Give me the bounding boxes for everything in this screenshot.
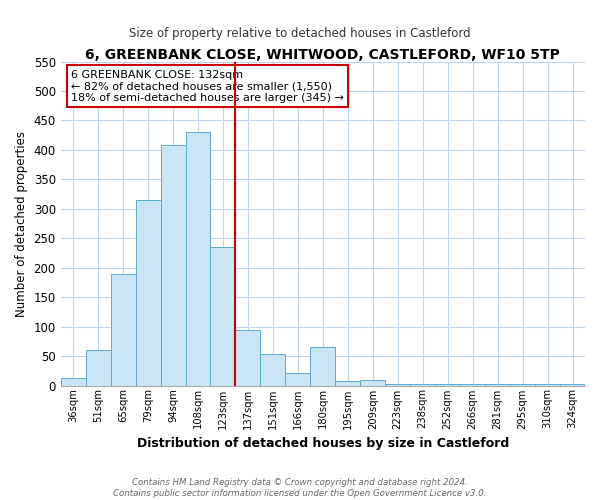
Bar [385, 384, 410, 386]
Bar [510, 384, 535, 386]
Bar [235, 330, 260, 386]
Bar [410, 384, 435, 386]
Bar [86, 350, 110, 386]
Bar [61, 378, 86, 386]
Bar [535, 384, 560, 386]
Bar [435, 384, 460, 386]
Bar [335, 382, 360, 386]
Bar [260, 354, 286, 386]
Bar [360, 380, 385, 386]
Text: 6 GREENBANK CLOSE: 132sqm
← 82% of detached houses are smaller (1,550)
18% of se: 6 GREENBANK CLOSE: 132sqm ← 82% of detac… [71, 70, 344, 103]
Bar [211, 247, 235, 386]
Y-axis label: Number of detached properties: Number of detached properties [15, 130, 28, 316]
Bar [286, 372, 310, 386]
Bar [485, 384, 510, 386]
Bar [560, 384, 585, 386]
Bar [136, 200, 161, 386]
Text: Size of property relative to detached houses in Castleford: Size of property relative to detached ho… [129, 28, 471, 40]
Bar [185, 132, 211, 386]
Bar [310, 347, 335, 386]
Title: 6, GREENBANK CLOSE, WHITWOOD, CASTLEFORD, WF10 5TP: 6, GREENBANK CLOSE, WHITWOOD, CASTLEFORD… [85, 48, 560, 62]
Bar [161, 145, 185, 386]
X-axis label: Distribution of detached houses by size in Castleford: Distribution of detached houses by size … [137, 437, 509, 450]
Bar [460, 384, 485, 386]
Bar [110, 274, 136, 386]
Text: Contains HM Land Registry data © Crown copyright and database right 2024.
Contai: Contains HM Land Registry data © Crown c… [113, 478, 487, 498]
